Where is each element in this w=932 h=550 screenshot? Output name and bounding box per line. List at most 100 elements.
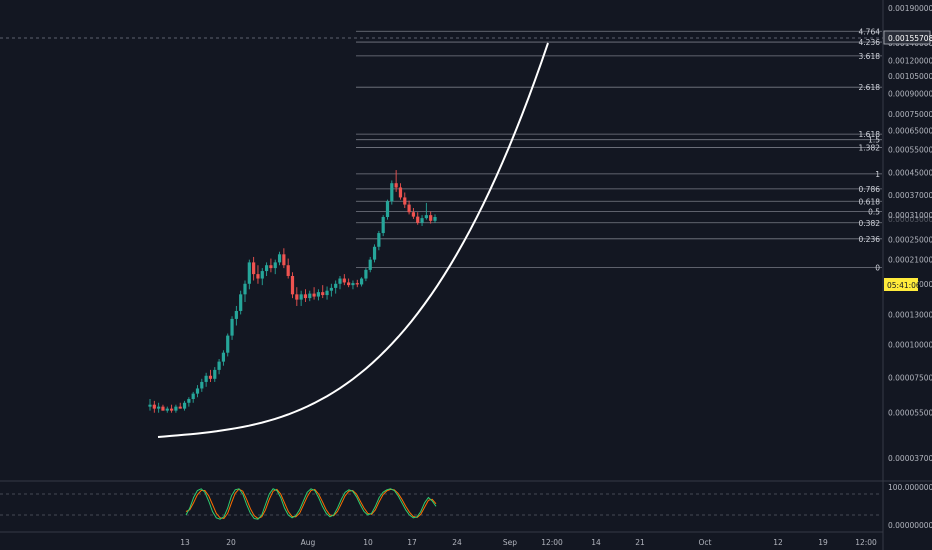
price-tick-0: 0.00190000 (888, 4, 932, 13)
price-tick-16: 0.00007500 (888, 373, 932, 382)
candle-body-34 (295, 294, 299, 300)
candle-body-50 (364, 269, 368, 279)
fib-label-11: 0.382 (859, 219, 881, 228)
price-tick-2: 0.00120000 (888, 57, 932, 66)
price-tick-18: 0.00003700 (888, 454, 932, 463)
candle-body-54 (381, 216, 385, 234)
candle-body-11 (195, 388, 200, 394)
candle-body-14 (208, 375, 213, 379)
candle-body-4 (165, 408, 169, 411)
candle-body-53 (377, 233, 381, 247)
candle-body-40 (321, 292, 325, 296)
time-tick-0: 13 (180, 538, 190, 547)
price-tick-14: 0.00013000 (888, 310, 932, 319)
time-tick-4: 17 (407, 538, 417, 547)
candle-body-13 (204, 375, 208, 382)
price-tick-9: 0.00037000 (888, 191, 932, 200)
fib-label-10: 0.5 (868, 208, 880, 217)
candle-body-52 (372, 246, 377, 260)
fib-label-12: 0.236 (859, 235, 881, 244)
price-tick-5: 0.00075000 (888, 110, 932, 119)
time-tick-2: Aug (301, 538, 316, 547)
candle-body-25 (256, 274, 260, 279)
candle-body-8 (182, 402, 187, 409)
candle-body-55 (385, 201, 390, 217)
candle-body-56 (390, 183, 394, 202)
time-axis[interactable]: 13 20 Aug 10 17 24 Sep 12:00 14 21 Oct 12 19 12:00 (180, 538, 877, 547)
candle-body-59 (403, 197, 407, 205)
candle-body-29 (273, 262, 277, 269)
candle-body-62 (416, 216, 420, 223)
candle-body-19 (230, 318, 234, 336)
time-tick-11: 12 (773, 538, 783, 547)
countdown-label-box (884, 278, 918, 291)
fib-label-5: 1.5 (868, 136, 880, 145)
candle-body-42 (329, 287, 333, 291)
time-tick-12: 19 (818, 538, 828, 547)
candle-body-22 (243, 283, 247, 295)
candle-body-3 (161, 406, 165, 411)
osc-k-line (185, 488, 437, 520)
candle-body-9 (187, 399, 191, 403)
fib-label-7: 1 (875, 170, 880, 179)
candle-body-41 (325, 290, 329, 296)
time-tick-8: 14 (591, 538, 601, 547)
time-tick-5: 24 (452, 538, 462, 547)
candle-body-64 (424, 215, 428, 219)
price-label: 0.00155708 (888, 34, 932, 43)
oscillator-high-label: 100.00000000 (888, 483, 932, 492)
candle-body-45 (342, 278, 346, 283)
price-tick-4: 0.00090000 (888, 89, 932, 98)
candle-body-2 (157, 406, 161, 409)
price-tick-7: 0.00055000 (888, 146, 932, 155)
candle-body-38 (312, 293, 316, 297)
candle-body-6 (174, 406, 178, 411)
price-tick-8: 0.00045000 (888, 169, 932, 178)
price-tick-15: 0.00010000 (888, 340, 932, 349)
candlestick-series (148, 170, 437, 413)
candle-body-65 (429, 215, 433, 221)
parabolic-curve[interactable] (157, 42, 549, 438)
fib-label-2: 3.618 (859, 52, 881, 61)
oscillator-pane (0, 488, 882, 520)
candle-body-46 (347, 282, 351, 286)
time-tick-10: Oct (699, 538, 712, 547)
candle-body-58 (398, 187, 403, 198)
candle-body-20 (234, 310, 238, 319)
candle-body-47 (351, 283, 355, 286)
price-tick-17: 0.00005500 (888, 409, 932, 418)
candle-body-39 (316, 292, 321, 297)
time-tick-1: 20 (226, 538, 236, 547)
price-tick-10: 0.00031000 (888, 211, 932, 220)
fib-label-4: 1.618 (859, 130, 881, 139)
fib-label-6: 1.382 (859, 144, 881, 153)
price-tick-hidden: 0.00003000 (888, 215, 932, 224)
fib-label-1: 4.236 (859, 38, 881, 47)
time-tick-13: 12:00 (855, 538, 877, 547)
candle-body-5 (169, 408, 174, 411)
candle-body-33 (290, 275, 295, 295)
time-tick-7: 12:00 (541, 538, 563, 547)
candle-body-37 (308, 293, 312, 299)
price-label-box (883, 30, 931, 45)
price-tick-3: 0.00105000 (888, 72, 932, 81)
candle-body-43 (334, 283, 338, 288)
candle-body-12 (200, 381, 204, 389)
candle-body-61 (411, 212, 416, 217)
fib-label-8: 0.786 (859, 185, 881, 194)
candle-body-18 (226, 335, 230, 353)
candle-body-1 (152, 404, 156, 409)
candle-body-24 (252, 262, 256, 275)
candle-body-32 (286, 265, 290, 276)
candle-body-26 (260, 271, 264, 279)
candle-body-30 (277, 254, 282, 263)
candle-body-27 (264, 265, 269, 272)
candle-body-15 (213, 369, 217, 379)
fib-label-0: 4.764 (859, 27, 881, 36)
candle-body-35 (299, 294, 303, 300)
oscillator-low-label: 0.00000000 (888, 521, 932, 530)
candle-body-63 (420, 218, 424, 223)
